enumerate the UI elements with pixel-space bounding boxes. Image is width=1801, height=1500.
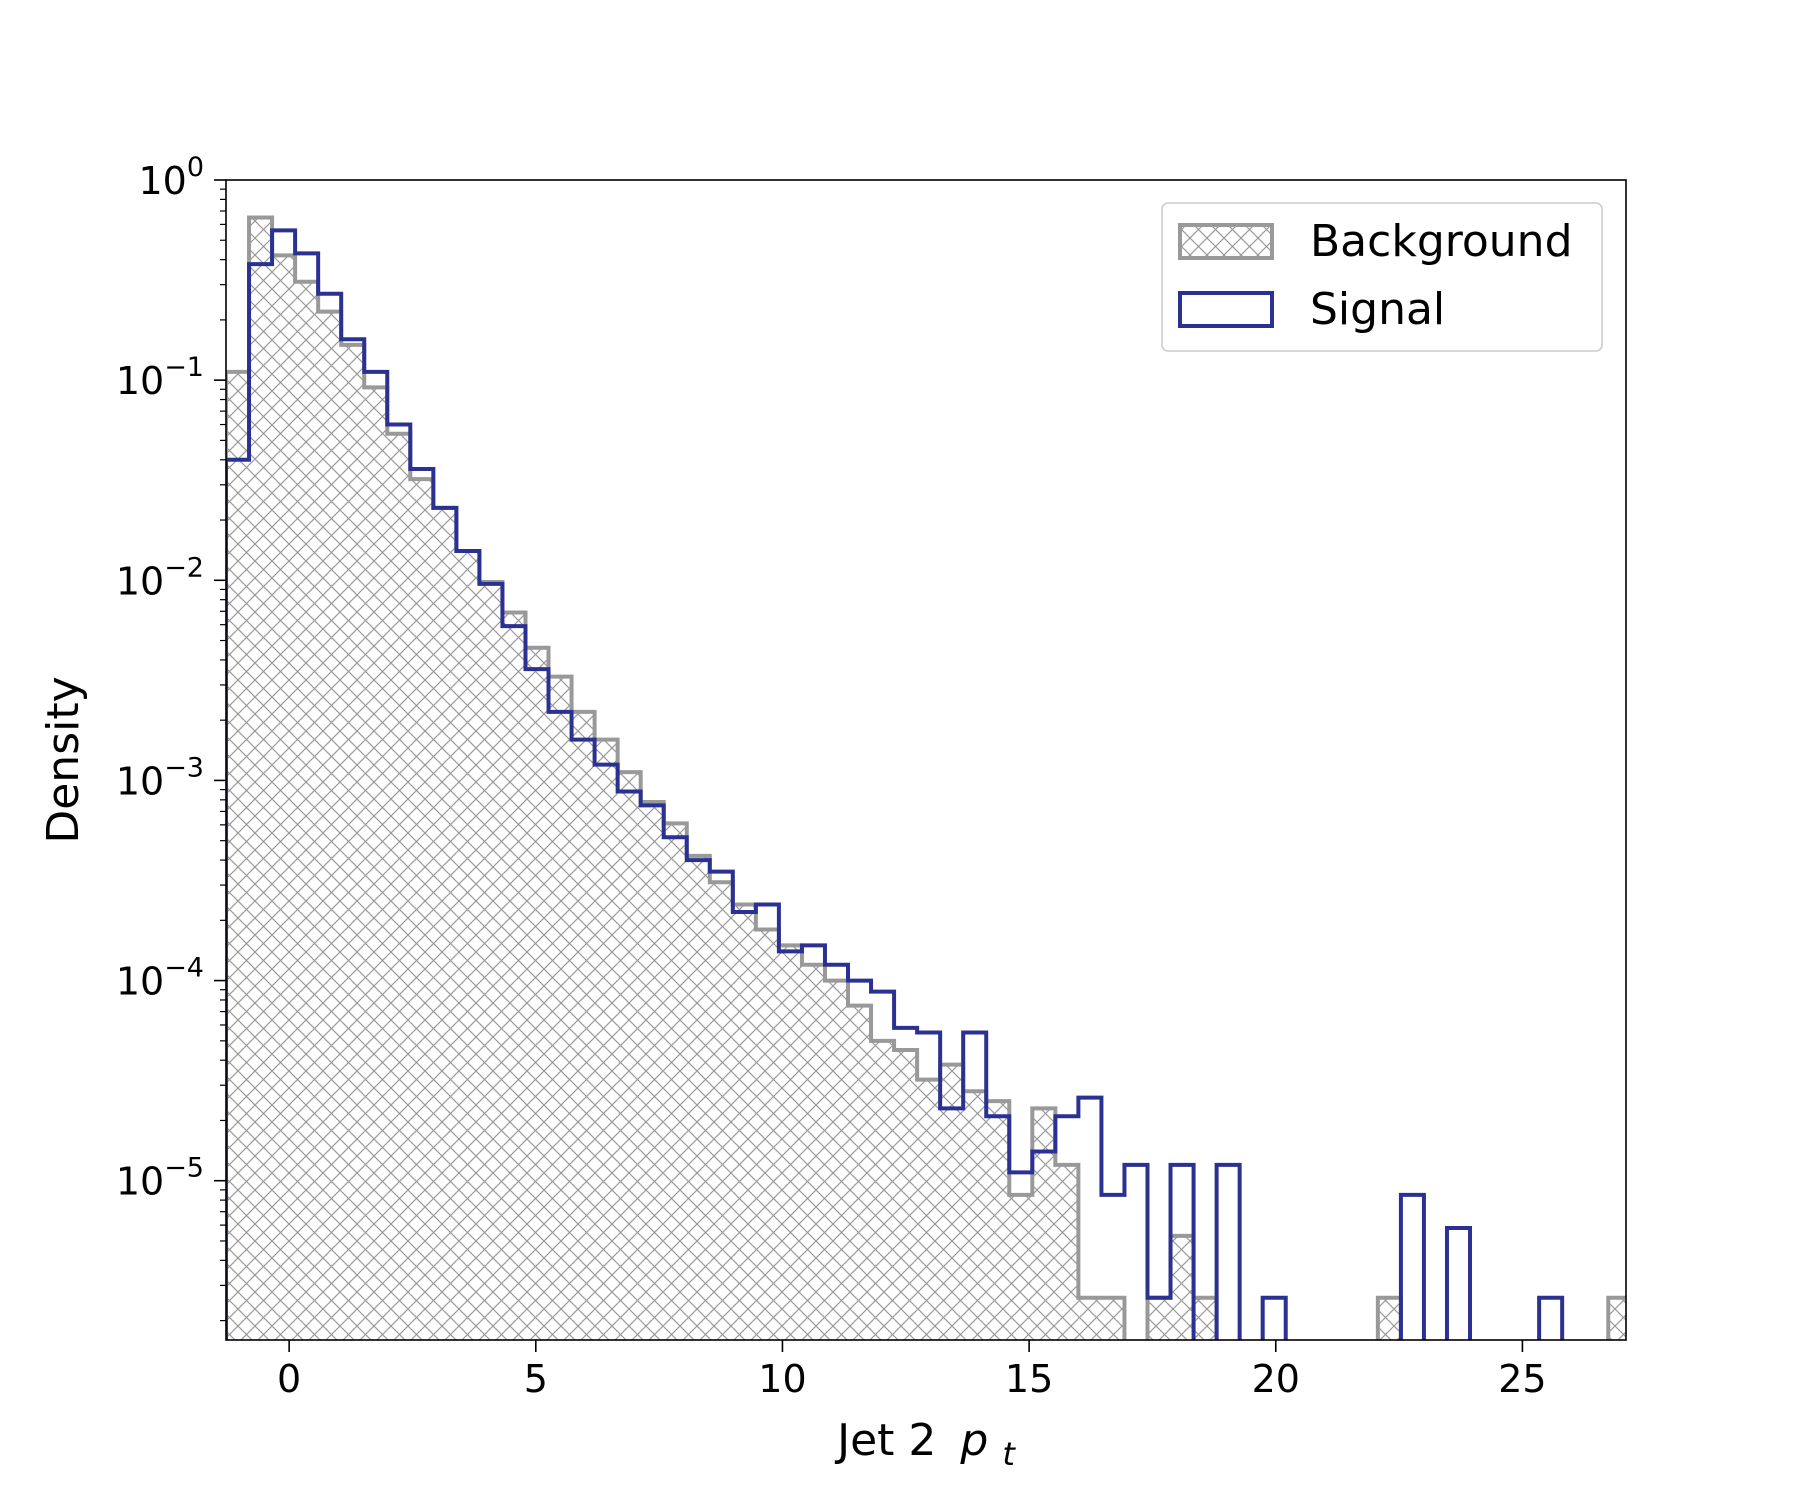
y-tick-label: 100: [138, 152, 204, 203]
background-bar: [1170, 1235, 1194, 1340]
y-tick-label: 10−4: [116, 953, 204, 1004]
y-tick-label: 10−2: [116, 552, 204, 603]
background-bar: [778, 945, 802, 1340]
x-axis-title-text: Jet 2: [834, 1415, 936, 1466]
background-bar: [894, 1049, 918, 1340]
background-bar: [387, 433, 411, 1340]
y-tick-label: 10−5: [116, 1153, 204, 1204]
background-bar: [295, 281, 319, 1340]
background-bar: [917, 1079, 941, 1340]
y-axis: 100 10−1 10−2 10−3 10−4 10−5: [116, 152, 226, 1322]
background-bar: [732, 904, 756, 1340]
background-bar: [663, 823, 687, 1340]
background-bar: [1055, 1164, 1079, 1340]
x-tick-label: 15: [1005, 1357, 1053, 1401]
x-tick-label: 25: [1498, 1357, 1546, 1401]
x-tick-label: 10: [758, 1357, 806, 1401]
background-bar: [1147, 1297, 1171, 1340]
background-bar: [755, 929, 779, 1340]
background-bar: [341, 344, 365, 1340]
background-bar: [963, 1091, 987, 1340]
background-bar: [594, 739, 618, 1340]
background-bar: [871, 1040, 895, 1340]
background-bar: [640, 802, 664, 1340]
background-bar: [986, 1101, 1010, 1340]
background-bar: [318, 311, 342, 1340]
legend-label-background: Background: [1310, 216, 1573, 267]
background-bar: [433, 507, 457, 1340]
background-bar: [1078, 1297, 1102, 1340]
background-bar: [686, 855, 710, 1340]
background-bar: [824, 980, 849, 1340]
background-bar: [617, 772, 641, 1340]
background-bar: [709, 882, 733, 1340]
axes-frame: [225, 179, 1627, 1341]
legend-swatch-signal: [1178, 291, 1274, 328]
background-bar: [1032, 1108, 1056, 1340]
background-bar: [272, 255, 296, 1340]
x-axis-title-math: p: [959, 1415, 988, 1466]
legend: Background Signal: [1161, 202, 1603, 352]
background-bar: [548, 676, 572, 1340]
series-signal: [226, 228, 1565, 1340]
x-tick-label: 5: [524, 1357, 548, 1401]
signal-outline: [226, 228, 1565, 1340]
background-bar: [364, 387, 388, 1340]
background-bar: [801, 964, 825, 1340]
legend-swatch-background: [1178, 223, 1274, 260]
background-bar: [525, 647, 549, 1340]
background-bar: [226, 371, 250, 1340]
series-background: [226, 215, 1626, 1340]
x-axis: 0 5 10 15 20 25: [277, 1340, 1547, 1401]
plot-area: [226, 215, 1626, 1340]
background-bar: [249, 217, 273, 1340]
y-axis-title: Density: [38, 676, 89, 843]
background-bar: [479, 582, 503, 1340]
background-bar: [502, 612, 526, 1340]
x-tick-label: 20: [1252, 1357, 1300, 1401]
background-bar: [848, 1005, 872, 1340]
y-tick-label: 10−3: [116, 752, 204, 803]
background-bar: [1101, 1297, 1125, 1340]
background-bar: [571, 711, 595, 1340]
background-bar: [1009, 1194, 1033, 1340]
background-bar: [1608, 1297, 1626, 1340]
x-axis-title: Jet 2 p t: [834, 1415, 1016, 1473]
legend-label-signal: Signal: [1310, 284, 1445, 335]
background-bar: [410, 479, 434, 1340]
background-bar: [1193, 1297, 1217, 1340]
x-tick-label: 0: [277, 1357, 301, 1401]
background-bar: [940, 1064, 964, 1340]
background-bar: [456, 551, 480, 1340]
background-bar: [1377, 1297, 1401, 1340]
x-axis-title-sub: t: [1002, 1435, 1016, 1473]
y-tick-label: 10−1: [116, 352, 204, 403]
